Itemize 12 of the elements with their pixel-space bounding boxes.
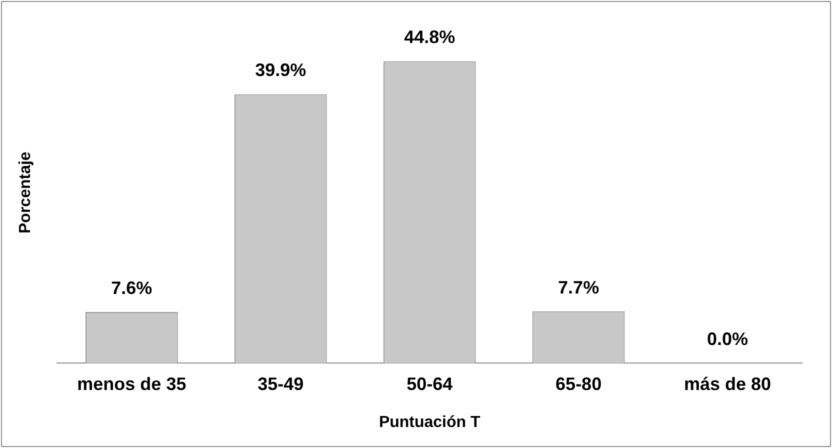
data-label: 7.6% xyxy=(111,278,152,298)
x-axis-title: Puntuación T xyxy=(378,414,480,431)
x-tick-label: 35-49 xyxy=(258,374,304,394)
y-axis-title: Porcentaje xyxy=(17,152,34,234)
data-label: 0.0% xyxy=(707,329,748,350)
data-label: 44.8% xyxy=(404,27,456,48)
data-label: 7.7% xyxy=(558,277,600,298)
data-label: 39.9% xyxy=(255,60,306,80)
x-tick-label: más de 80 xyxy=(684,374,772,394)
x-tick-label: 50-64 xyxy=(406,374,453,394)
x-tick-label: 65-80 xyxy=(556,374,602,394)
x-tick-label: menos de 35 xyxy=(77,374,186,394)
